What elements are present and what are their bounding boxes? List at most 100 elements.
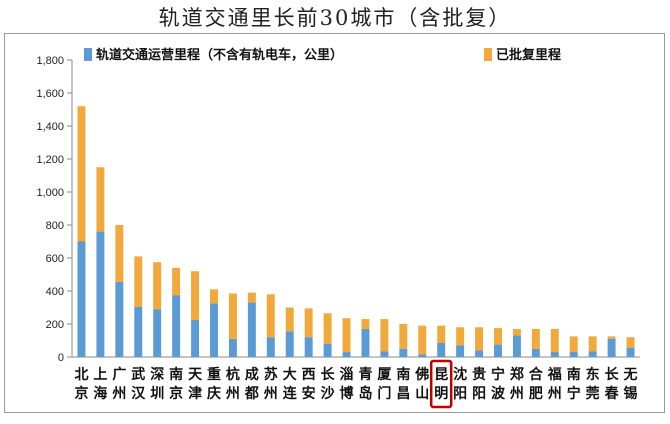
x-tick-label: 大 [283, 366, 297, 383]
x-tick-label: 州 [547, 386, 562, 402]
x-tick-label: 南 [396, 366, 410, 383]
bar-approved [247, 292, 256, 303]
x-tick-label: 州 [111, 386, 126, 402]
bar-operating [437, 342, 446, 357]
bar-operating [172, 295, 181, 357]
x-tick-label: 西 [302, 367, 316, 383]
x-tick-label: 昆 [434, 367, 448, 383]
x-tick-label: 合 [529, 366, 544, 383]
bar-approved [77, 106, 86, 242]
x-tick-label: 州 [509, 386, 524, 402]
bar-approved [304, 308, 313, 338]
y-tick-label: 1,800 [36, 55, 64, 67]
x-tick-label: 淄 [340, 366, 354, 383]
bar-operating [266, 337, 275, 357]
bar-approved [323, 313, 332, 344]
chart-title: 轨道交通里长前30城市（含批复） [158, 6, 512, 30]
bar-approved [228, 293, 237, 339]
x-tick-label: 南 [169, 366, 183, 383]
x-tick-label: 庆 [207, 385, 221, 402]
bar-approved [115, 225, 124, 282]
bar-approved [607, 336, 616, 339]
x-tick-label: 博 [340, 385, 354, 402]
x-tick-label: 山 [415, 386, 429, 402]
x-tick-label: 广 [112, 366, 126, 383]
y-tick-label: 1,200 [36, 154, 64, 166]
bar-operating [512, 335, 521, 357]
x-tick-label: 宁 [491, 366, 505, 383]
x-tick-label: 海 [93, 385, 107, 402]
bar-approved [266, 294, 275, 338]
x-tick-label: 岛 [358, 385, 372, 402]
x-tick-label: 上 [93, 367, 107, 383]
x-tick-label: 长 [321, 366, 336, 383]
x-tick-label: 天 [188, 367, 203, 383]
bar-operating [361, 328, 370, 357]
bar-operating [228, 338, 237, 357]
bar-approved [361, 319, 370, 329]
y-tick-label: 200 [46, 319, 64, 331]
bar-operating [399, 348, 408, 357]
x-tick-label: 东 [586, 366, 600, 383]
legend-item-operating: 轨道交通运营里程（不含有轨电车，公里） [84, 44, 343, 63]
bar-approved [172, 267, 181, 296]
y-tick-label: 600 [46, 253, 64, 265]
x-tick-label: 长 [605, 366, 620, 383]
bar-operating [323, 343, 332, 357]
x-tick-label: 北 [74, 367, 88, 383]
y-tick-label: 800 [46, 220, 64, 232]
bar-approved [342, 318, 351, 353]
y-tick-label: 400 [46, 286, 64, 298]
bar-approved [512, 328, 521, 336]
x-tick-label: 州 [263, 386, 278, 402]
bar-approved [418, 325, 427, 355]
x-tick-label: 青 [358, 366, 372, 383]
x-tick-label: 肥 [529, 386, 543, 402]
bar-operating [380, 351, 389, 357]
bar-approved [569, 336, 578, 353]
x-tick-label: 沙 [321, 386, 335, 402]
x-tick-label: 重 [207, 366, 221, 383]
bar-operating [588, 351, 597, 357]
bar-approved [380, 319, 389, 352]
bar-approved [191, 271, 200, 320]
x-tick-label: 贵 [472, 366, 486, 383]
bar-operating [285, 331, 294, 357]
bar-operating [607, 338, 616, 357]
y-tick-label: 1,400 [36, 121, 64, 133]
legend-label-operating: 轨道交通运营里程（不含有轨电车，公里） [96, 48, 344, 63]
bar-approved [153, 262, 162, 310]
bar-approved [134, 256, 143, 307]
bar-approved [626, 337, 635, 348]
bar-operating [77, 241, 86, 357]
bar-approved [96, 167, 105, 232]
x-tick-label: 武 [131, 366, 145, 383]
x-tick-label: 阳 [472, 386, 486, 402]
bar-operating [134, 306, 143, 357]
bar-approved [494, 328, 502, 345]
bar-operating [304, 337, 313, 357]
bar-operating [342, 352, 351, 357]
highlight-box [429, 359, 453, 409]
x-tick-label: 厦 [377, 367, 392, 383]
x-tick-label: 汉 [131, 386, 146, 402]
bar-approved [531, 328, 540, 349]
legend-swatch-operating [84, 48, 92, 61]
x-tick-label: 春 [604, 385, 620, 402]
legend-item-approved: 已批复里程 [484, 44, 561, 63]
bar-operating [475, 350, 484, 357]
x-tick-label: 明 [434, 386, 448, 402]
x-tick-label: 郑 [510, 366, 524, 383]
bar-operating [494, 344, 502, 357]
bar-operating [569, 352, 578, 357]
bar-approved [285, 307, 294, 332]
legend-label-approved: 已批复里程 [496, 48, 562, 63]
x-tick-label: 苏 [264, 366, 278, 383]
x-tick-label: 莞 [586, 385, 600, 402]
x-tick-label: 杭 [226, 366, 240, 383]
x-tick-label: 福 [547, 366, 562, 383]
x-tick-label: 佛 [414, 366, 429, 383]
x-tick-label: 安 [302, 385, 316, 402]
bar-operating [115, 281, 124, 357]
bar-approved [475, 327, 484, 351]
